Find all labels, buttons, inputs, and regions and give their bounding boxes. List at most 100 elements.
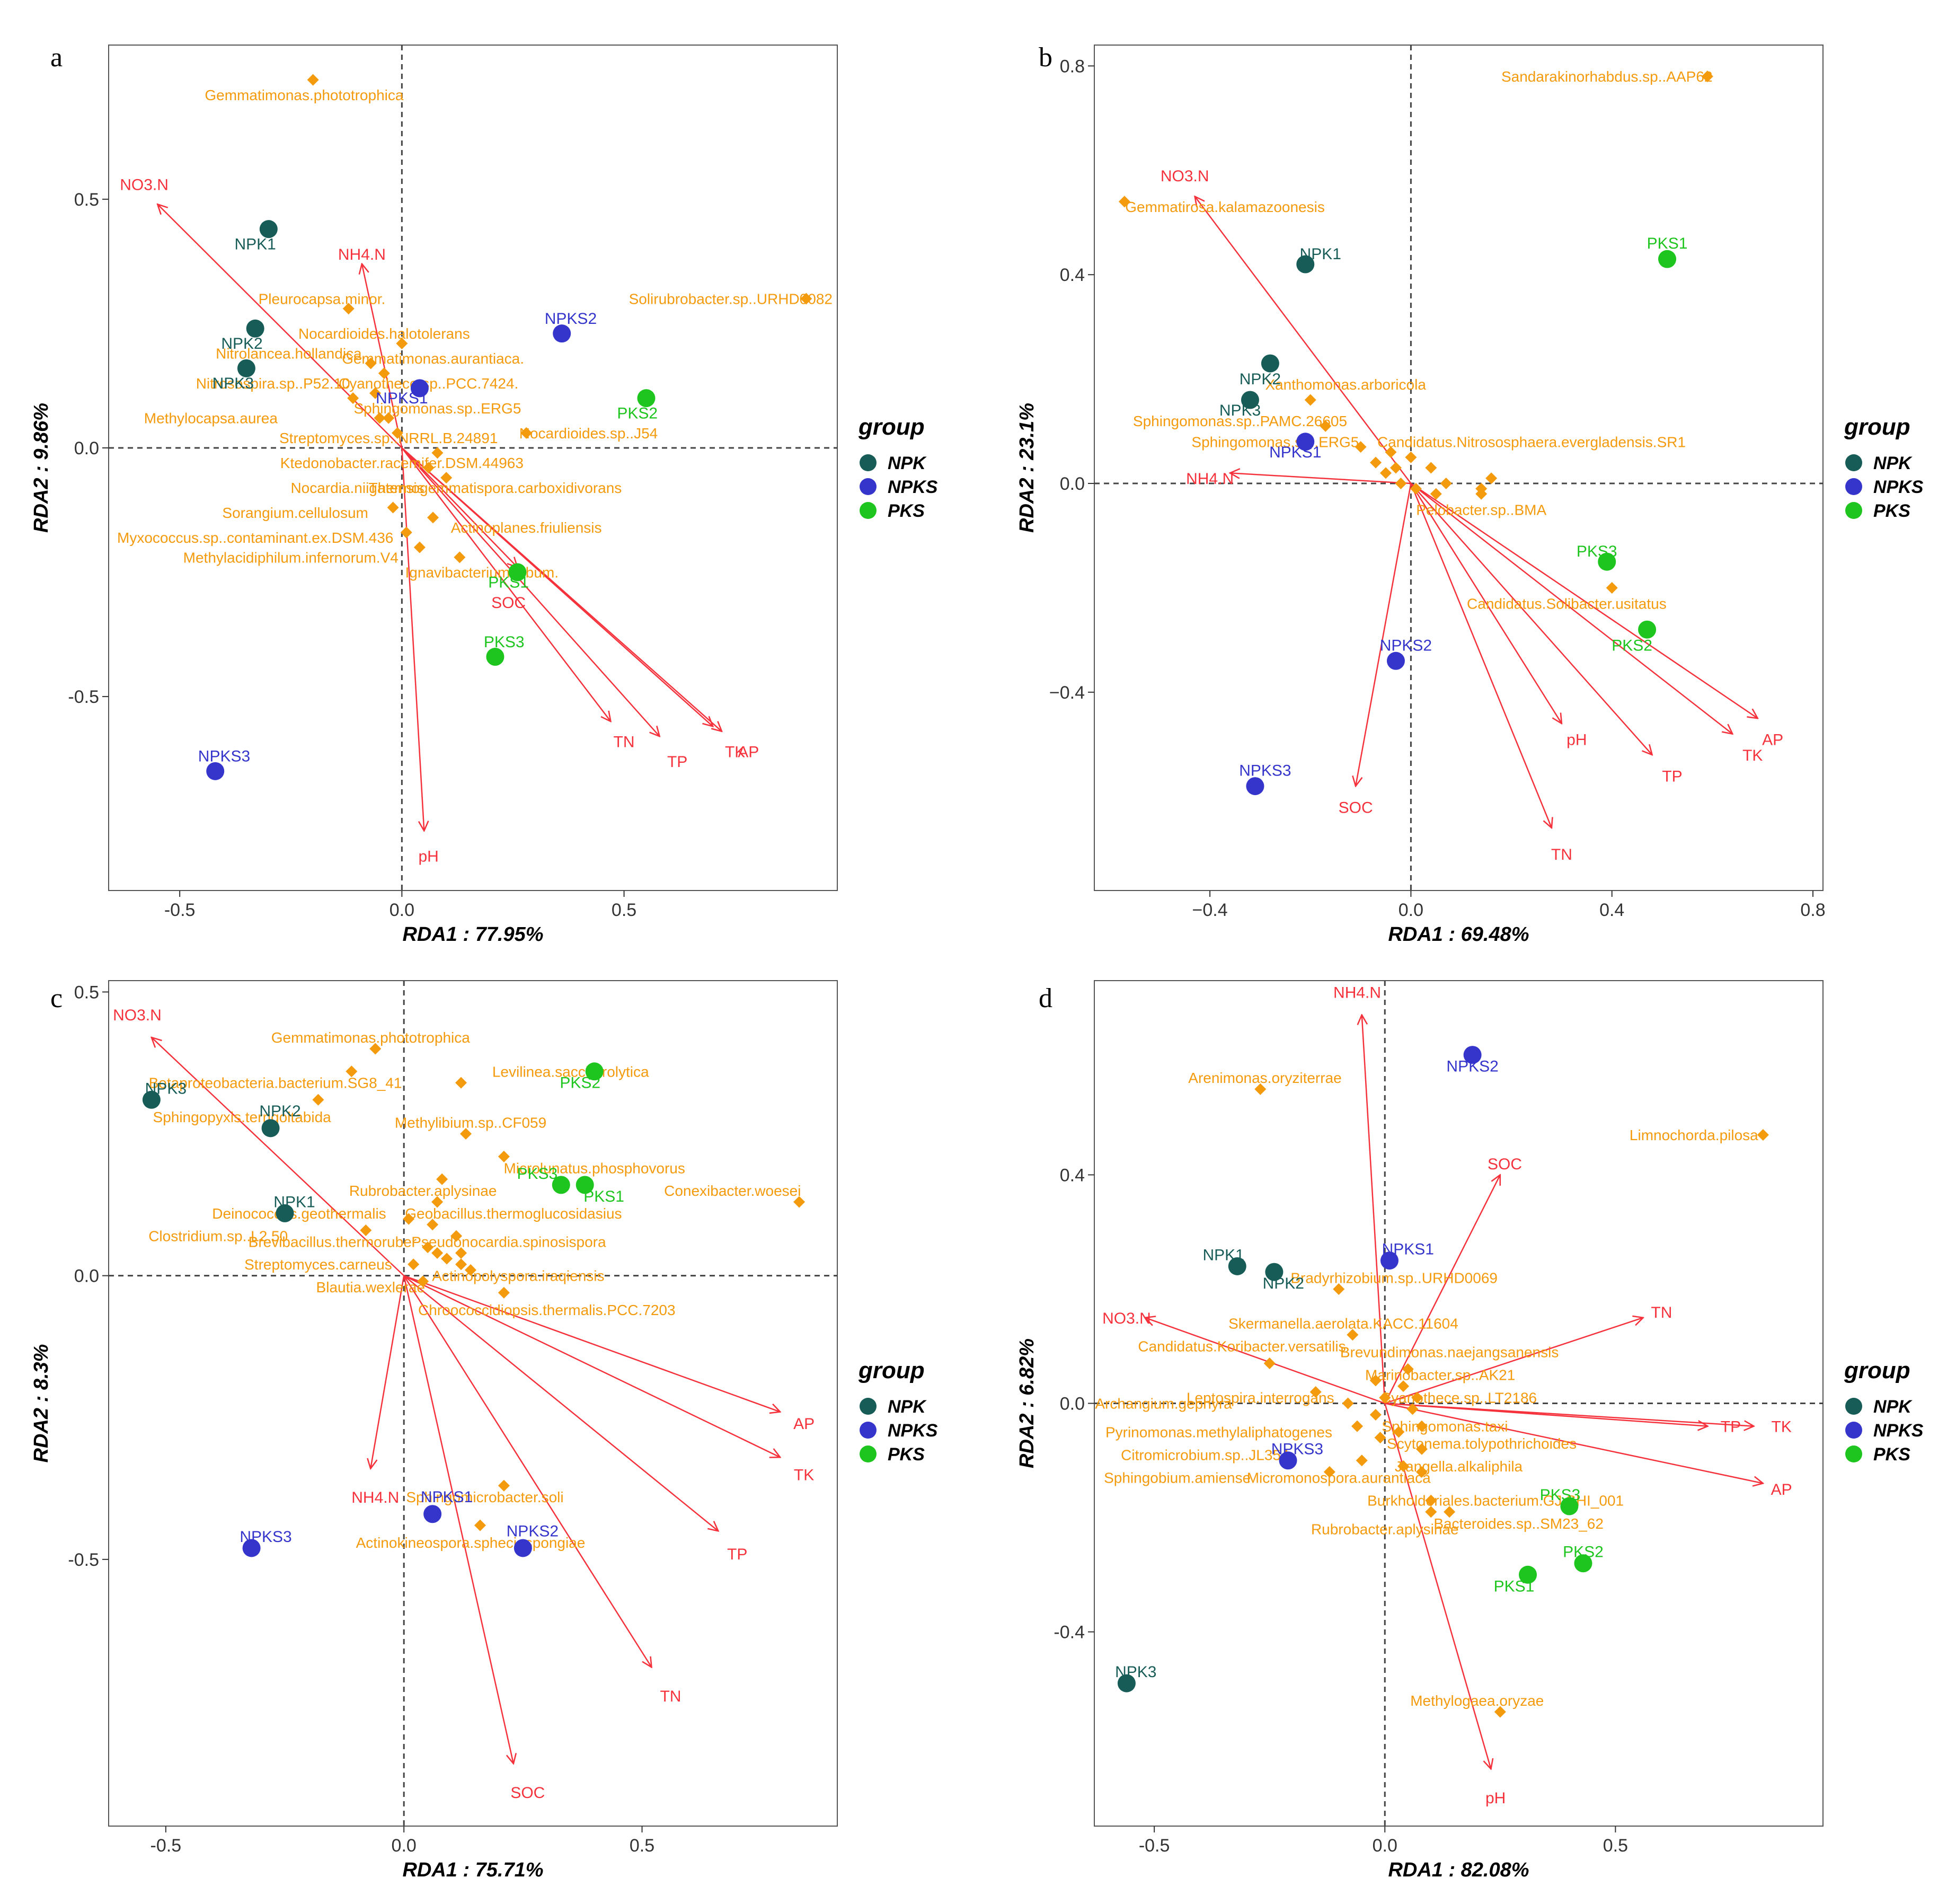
site-label: PKS3	[484, 633, 525, 651]
env-arrow-SOC	[1356, 483, 1412, 786]
site-label: PKS1	[1494, 1577, 1535, 1595]
legend-swatch-PKS	[860, 1445, 877, 1462]
env-arrow-label: AP	[738, 743, 759, 761]
site-point-PKS3	[1560, 1497, 1579, 1515]
x-tick-label: 0.5	[1603, 1836, 1628, 1856]
legend-label: NPK	[1873, 1397, 1913, 1417]
site-point-NPK1	[276, 1204, 294, 1222]
env-arrow-NO3.N	[1145, 1318, 1385, 1404]
env-arrow-AP	[403, 1275, 780, 1412]
env-arrow-TN	[401, 447, 610, 721]
plot-frame	[108, 980, 838, 1827]
x-axis-title: RDA1 : 75.71%	[402, 1859, 543, 1881]
species-label: Streptomyces.sp..NRRL.B.24891	[279, 430, 498, 446]
species-label: Bacteroides.sp..SM23_62	[1433, 1515, 1604, 1532]
site-point-NPK2	[261, 1119, 280, 1138]
rda-panel-b: b −0.4 0.0 0.4 0.8 −0.4 0.0 0.4 0.8 RDA1 : 69.48%…	[1016, 42, 1924, 946]
legend-label: NPK	[888, 1397, 927, 1417]
x-tick-label: -0.5	[1139, 1836, 1170, 1856]
species-label: Sphingobium.amiense	[1104, 1470, 1251, 1486]
species-marker	[1415, 1443, 1428, 1455]
legend-label: PKS	[1873, 501, 1910, 521]
species-label: Scytonema.tolypothrichoides	[1387, 1435, 1577, 1452]
species-marker	[1440, 478, 1452, 490]
site-label: NPKS3	[1239, 762, 1291, 780]
site-point-NPK3	[1117, 1674, 1136, 1693]
x-tick-label: −0.4	[1192, 900, 1228, 920]
species-marker	[465, 1264, 477, 1276]
species-marker	[1494, 1706, 1506, 1718]
site-label: NPK3	[1219, 402, 1261, 419]
species-label: Pseudonocardia.spinosispora	[411, 1233, 606, 1250]
legend-swatch-NPK	[1845, 454, 1862, 471]
env-arrow-NO3.N	[157, 204, 403, 448]
species-marker	[1397, 1460, 1410, 1473]
species-marker	[374, 412, 386, 424]
species-marker	[1355, 441, 1367, 453]
species-marker	[1374, 1432, 1386, 1444]
env-arrow-SOC	[401, 447, 517, 567]
env-arrow-label: pH	[1485, 1790, 1506, 1807]
env-arrow-TN	[403, 1275, 651, 1668]
species-marker	[427, 512, 439, 524]
site-label: NPKS2	[1446, 1058, 1498, 1076]
species-marker	[1415, 1466, 1428, 1478]
env-arrow-NH4.N	[362, 264, 403, 448]
legend-swatch-NPKS	[860, 1422, 877, 1439]
species-label: Blautia.wexlerae	[316, 1279, 425, 1295]
species-marker	[1323, 1466, 1335, 1478]
species-marker	[312, 1094, 324, 1106]
y-tick-label: 0.5	[74, 190, 99, 210]
legend: group NPK NPKS PKS	[1844, 414, 1924, 521]
legend-label: NPK	[888, 453, 927, 473]
y-axis-title: RDA2 : 8.3%	[30, 1344, 52, 1463]
x-axis-title: RDA1 : 69.48%	[1388, 923, 1529, 946]
site-label: NPKS2	[545, 310, 597, 328]
species-label: Ktedonobacter.racemifer.DSM.44963	[280, 455, 524, 471]
env-arrow-label: TK	[725, 743, 745, 761]
site-point-NPKS1	[1296, 433, 1315, 451]
site-point-PKS3	[486, 648, 505, 666]
env-arrow-AP	[1410, 483, 1757, 718]
species-marker	[1333, 1283, 1345, 1295]
species-label: Burkholderiales.bacterium.GJ.SHI_001	[1367, 1493, 1624, 1509]
site-point-NPKS2	[553, 324, 571, 343]
y-tick-label: 0.0	[1060, 474, 1085, 494]
site-label: NPK3	[213, 375, 254, 392]
site-point-PKS1	[1519, 1565, 1537, 1584]
env-arrow-pH	[1410, 483, 1561, 724]
site-label: NPK2	[1240, 371, 1281, 388]
species-marker	[1425, 462, 1437, 474]
plot-frame	[1094, 45, 1824, 891]
env-arrow-pH	[401, 447, 424, 831]
y-tick-label: 0.0	[1060, 1394, 1085, 1414]
site-label: PKS2	[1563, 1544, 1604, 1561]
species-marker	[1430, 488, 1442, 500]
panel-letter: d	[1039, 983, 1052, 1013]
env-arrow-TP	[1410, 483, 1652, 755]
site-point-NPKS1	[423, 1505, 442, 1523]
species-label: Cyanothece.sp..LT2186	[1380, 1390, 1537, 1406]
species-label: Gemmatimonas.phototrophica	[205, 87, 404, 103]
species-label: Jiangella.alkaliphila	[1395, 1458, 1523, 1475]
legend-title: group	[1844, 414, 1910, 440]
species-marker	[1380, 467, 1392, 479]
y-tick-label: 0.0	[74, 438, 99, 459]
species-marker	[1411, 1391, 1423, 1404]
species-marker	[1485, 472, 1498, 484]
species-marker	[1370, 456, 1382, 469]
env-arrow-label: NH4.N	[1186, 470, 1234, 488]
species-marker	[1347, 1329, 1359, 1341]
site-label: NPKS2	[1380, 637, 1432, 654]
species-label: Limnochorda.pilosa	[1630, 1127, 1758, 1143]
species-marker	[1379, 1391, 1391, 1404]
env-arrow-label: AP	[1771, 1481, 1792, 1498]
species-label: Micromonospora.aurantiaca	[1247, 1470, 1431, 1486]
species-label: Chroococcidiopsis.thermalis.PCC.7203	[418, 1302, 676, 1318]
species-label: Microlunatus.phosphovorus	[503, 1160, 685, 1176]
species-marker	[431, 1247, 444, 1259]
site-label: NPKS2	[507, 1522, 559, 1540]
species-label: Deinococcus.geothermalis	[212, 1205, 386, 1222]
legend-swatch-NPK	[860, 1398, 877, 1415]
